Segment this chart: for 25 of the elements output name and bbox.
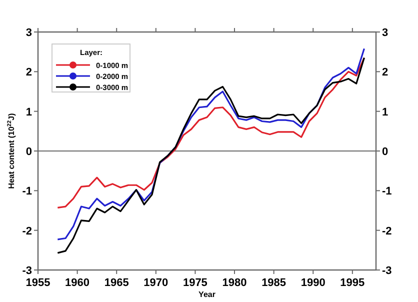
y2-tick-label: 0 — [382, 146, 388, 158]
x-tick-label: 1965 — [104, 277, 129, 289]
y2-tick-label: 2 — [382, 66, 388, 79]
x-tick-label: 1960 — [65, 277, 90, 289]
y-tick-label: -3 — [22, 265, 32, 277]
y-tick-label: 2 — [26, 66, 32, 79]
x-tick-label: 1990 — [300, 277, 326, 289]
x-tick-label: 1975 — [182, 277, 208, 289]
y-tick-label: 3 — [26, 27, 32, 39]
x-tick-label: 1955 — [26, 277, 50, 289]
y2-tick-label: -3 — [382, 265, 392, 277]
x-tick-label: 1995 — [340, 277, 365, 289]
y-tick-label: 0 — [26, 146, 32, 158]
y2-tick-label: -1 — [382, 186, 392, 198]
y2-tick-label: 3 — [382, 27, 388, 39]
y2-tick-label: -2 — [382, 225, 392, 238]
x-tick-label: 1985 — [262, 277, 286, 289]
y-tick-label: 1 — [26, 106, 32, 118]
y-tick-label: -2 — [22, 225, 32, 238]
y-tick-label: -1 — [22, 186, 32, 198]
x-tick-label: 1980 — [222, 277, 247, 289]
line-series — [56, 56, 366, 209]
x-axis-title: Year — [198, 290, 216, 299]
y2-tick-label: 1 — [382, 106, 388, 118]
x-tick-label: 1970 — [144, 277, 168, 289]
